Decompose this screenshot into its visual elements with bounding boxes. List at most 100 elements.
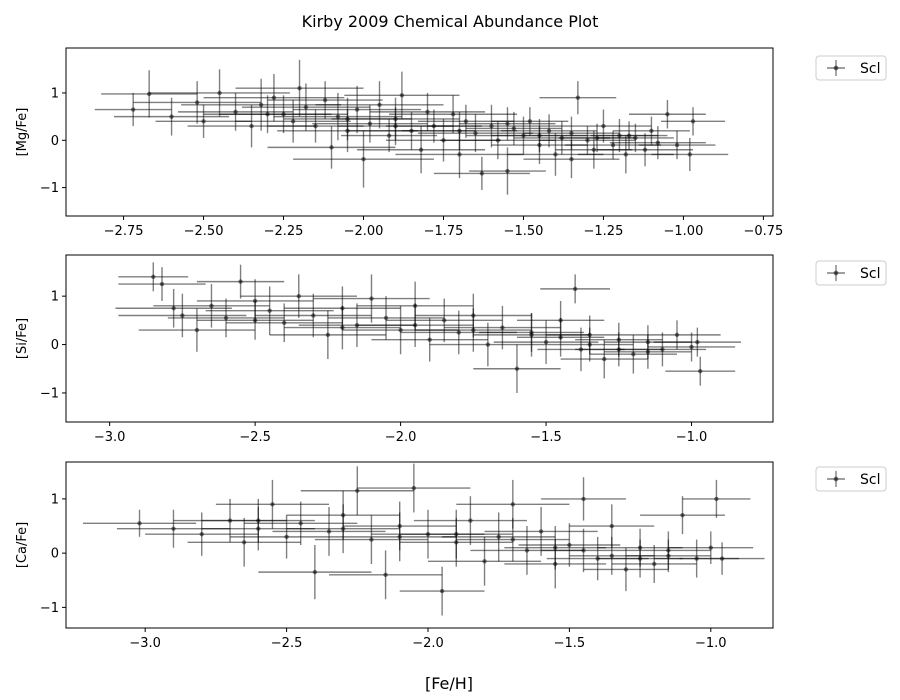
point-marker [569, 157, 574, 162]
point-marker [313, 123, 318, 129]
data-point [604, 334, 692, 369]
point-marker [335, 114, 341, 119]
legend-label: Scl [860, 61, 880, 77]
point-marker [258, 102, 264, 107]
data-point [314, 515, 428, 564]
data-points [115, 262, 741, 393]
data-point [429, 322, 547, 367]
point-marker [312, 569, 318, 575]
data-point [589, 334, 677, 374]
legend-marker [833, 270, 839, 276]
data-point [357, 463, 471, 513]
point-marker [585, 138, 590, 143]
point-marker [383, 572, 388, 578]
data-point [540, 274, 611, 304]
data-point [484, 507, 598, 556]
data-point [456, 517, 570, 562]
data-point [293, 130, 434, 188]
x-tick-label: −2.75 [104, 224, 144, 239]
data-point [590, 121, 668, 150]
x-tick-label: −0.75 [743, 224, 783, 239]
data-point [203, 74, 345, 122]
data-point [235, 100, 351, 143]
data-point [205, 286, 334, 335]
point-marker [367, 121, 373, 126]
data-point [82, 509, 197, 537]
legend-frame [815, 55, 887, 81]
point-marker [345, 116, 350, 122]
y-tick-label: 0 [51, 134, 59, 149]
x-tick-label: −2.50 [184, 224, 224, 239]
data-point [267, 126, 396, 169]
y-tick-label: 1 [51, 86, 59, 101]
point-marker [151, 274, 156, 279]
point-marker [412, 322, 418, 328]
point-marker [537, 133, 542, 138]
point-marker [510, 502, 516, 507]
point-marker [296, 293, 301, 299]
point-marker [442, 318, 447, 323]
point-marker [265, 112, 270, 117]
point-marker [169, 114, 174, 119]
data-point [558, 123, 636, 153]
data-point [267, 81, 383, 119]
y-tick-label: −1 [40, 181, 59, 196]
y-axis-label: [Mg/Fe] [15, 108, 30, 157]
data-point [661, 107, 726, 136]
point-marker [510, 537, 516, 542]
point-marker [695, 339, 700, 345]
point-marker [610, 142, 616, 148]
data-point [337, 107, 454, 146]
point-marker [209, 303, 214, 309]
point-marker [284, 534, 289, 540]
data-point [235, 59, 364, 117]
data-point [399, 509, 513, 559]
data-point [230, 515, 344, 559]
point-marker [298, 521, 303, 526]
x-tick-label: −1.25 [584, 224, 624, 239]
point-marker [354, 107, 360, 112]
point-marker [241, 540, 247, 545]
point-marker [297, 86, 302, 91]
point-marker [454, 531, 459, 537]
data-point [625, 539, 711, 573]
x-tick-label: −1.0 [695, 636, 727, 651]
data-point [560, 339, 648, 379]
point-marker [377, 102, 382, 107]
x-tick-label: −1.50 [504, 224, 544, 239]
legend-marker [833, 65, 839, 71]
point-marker [468, 518, 473, 523]
point-marker [543, 339, 549, 345]
data-point [329, 550, 443, 600]
x-tick-label: −1.5 [530, 430, 562, 445]
data-point [444, 305, 561, 350]
data-point [94, 92, 172, 127]
axes-frame [65, 461, 774, 629]
data-point [356, 303, 474, 347]
x-tick-label: −2.5 [271, 636, 303, 651]
data-point [167, 298, 285, 338]
point-marker [514, 366, 520, 371]
subplot-2: −3.0 −2.5 −2.0 −1.5 −1.0 −1 0 1 [Si/Fe] Scl [15, 254, 887, 445]
y-axis-label: [Ca/Fe] [15, 522, 30, 568]
point-marker [411, 485, 417, 491]
data-point [465, 111, 562, 146]
point-marker [252, 298, 258, 304]
point-marker [505, 168, 510, 174]
point-marker [311, 313, 316, 318]
point-marker [473, 130, 478, 136]
y-axis-label: [Si/Fe] [15, 318, 30, 359]
data-point [284, 305, 401, 350]
axes-frame [65, 254, 774, 423]
point-marker [496, 534, 501, 540]
point-marker [511, 126, 517, 131]
point-marker [714, 496, 719, 502]
data-point [442, 512, 556, 562]
data-point [386, 298, 503, 343]
data-point [504, 526, 607, 570]
point-marker [340, 325, 345, 330]
point-marker [495, 138, 501, 143]
data-point [196, 300, 314, 340]
legend-label: Scl [860, 472, 880, 488]
